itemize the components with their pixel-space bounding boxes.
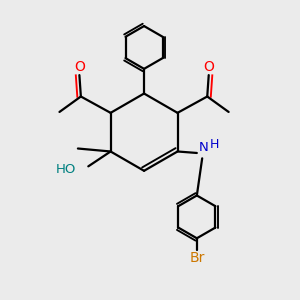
Text: H: H — [210, 138, 219, 151]
Text: O: O — [203, 60, 214, 74]
Text: Br: Br — [189, 250, 205, 265]
Text: HO: HO — [56, 164, 76, 176]
Text: O: O — [74, 60, 85, 74]
Text: N: N — [199, 141, 208, 154]
